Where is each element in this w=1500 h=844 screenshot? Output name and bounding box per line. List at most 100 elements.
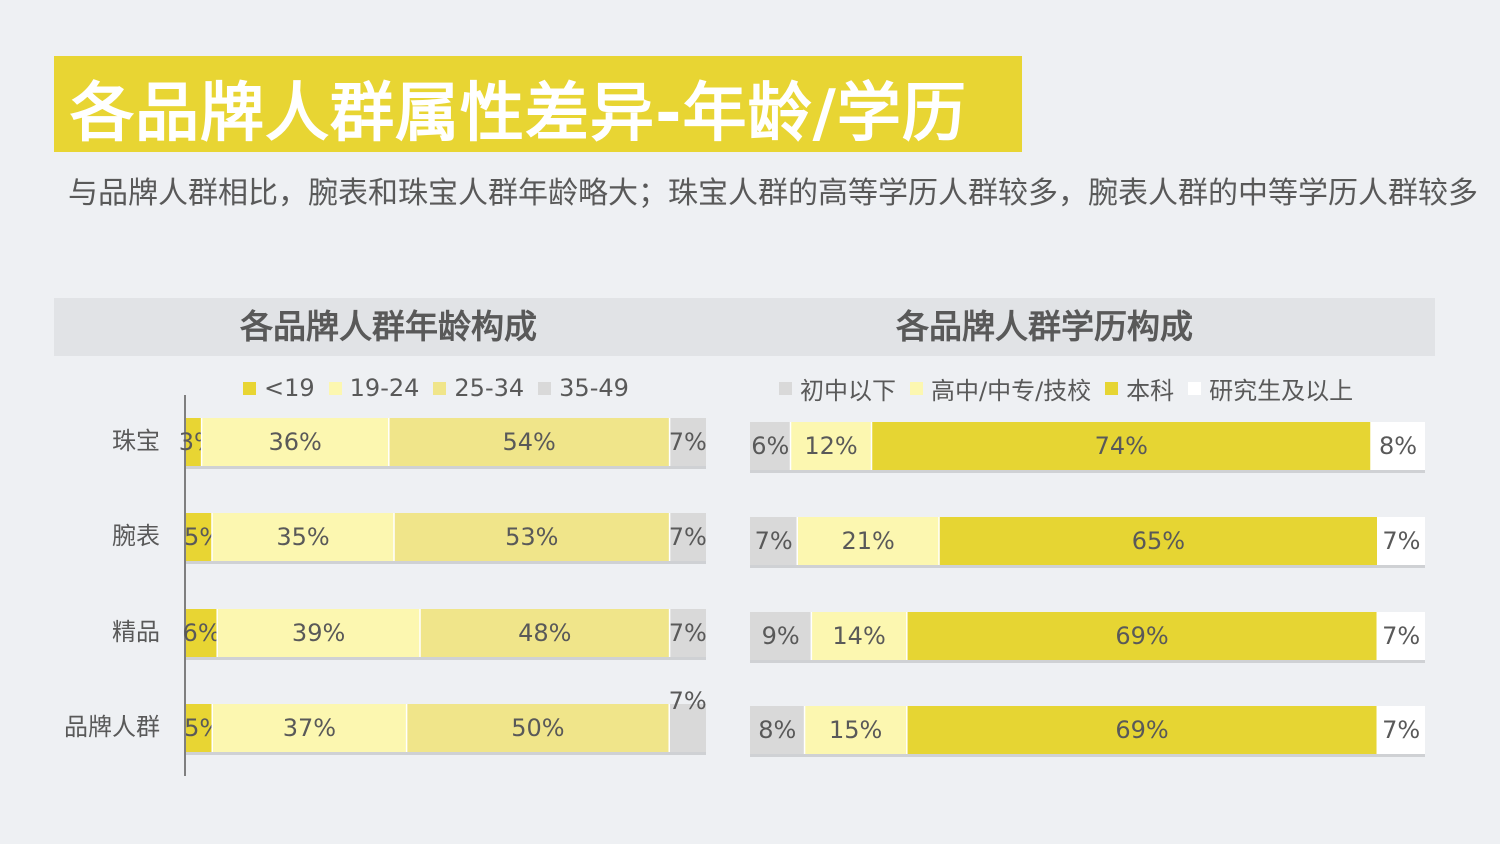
age-bar-segment: [669, 609, 706, 657]
category-label: 品牌人群: [64, 713, 160, 741]
age-bar-segment: [669, 704, 706, 752]
edu-data-label: 65%: [1132, 527, 1185, 555]
education-chart-legend: 初中以下 高中/中专/技校 本科 研究生及以上: [779, 371, 1367, 406]
edu-bar-segment: [906, 706, 1378, 754]
education-legend-swatch: [1105, 381, 1119, 395]
age-bar-baseline: [186, 657, 706, 660]
age-data-label: 7%: [669, 428, 707, 456]
age-data-label: 53%: [505, 523, 558, 551]
edu-bar-segment: [750, 612, 812, 660]
age-bar-segment: [420, 609, 670, 657]
chart-header-band: [54, 298, 1435, 356]
age-bar-baseline: [186, 466, 706, 469]
edu-bar-baseline: [750, 754, 1425, 757]
age-bar-baseline: [186, 752, 706, 755]
age-data-label: 7%: [669, 687, 707, 715]
age-data-label: 35%: [276, 523, 329, 551]
edu-bar-segment: [1377, 517, 1425, 565]
age-bar-baseline: [186, 561, 706, 564]
age-legend-label: 19-24: [349, 374, 420, 402]
age-bar-segment: [217, 609, 420, 657]
education-legend-label: 初中以下: [800, 376, 896, 405]
edu-data-label: 8%: [758, 716, 796, 744]
edu-bar-segment: [750, 706, 805, 754]
edu-data-label: 7%: [1382, 527, 1420, 555]
edu-data-label: 14%: [832, 622, 885, 650]
age-bar-segment: [186, 513, 212, 561]
age-bar-segment: [212, 513, 394, 561]
edu-data-label: 69%: [1115, 716, 1168, 744]
age-legend-swatch: [433, 381, 447, 395]
education-legend-swatch: [1188, 381, 1202, 395]
age-bar-segment: [388, 418, 670, 466]
age-bar-segment: [186, 704, 213, 752]
edu-bar-segment: [750, 517, 798, 565]
edu-data-label: 69%: [1115, 622, 1168, 650]
edu-data-label: 9%: [762, 622, 800, 650]
age-legend-item: 19-24: [328, 374, 420, 402]
edu-data-label: 12%: [804, 432, 857, 460]
education-legend-item: 本科: [1105, 371, 1174, 406]
age-bar-segment: [186, 418, 202, 466]
age-bar-segment: [669, 513, 706, 561]
age-data-label: 6%: [183, 619, 221, 647]
edu-data-label: 6%: [751, 432, 789, 460]
edu-chart: 6% 12% 74% 8% 7% 21% 65% 7% 9% 14% 69% 7% 8% 15% 69% 7%: [750, 422, 1425, 757]
education-legend-label: 高中/中专/技校: [931, 376, 1092, 405]
education-legend-item: 研究生及以上: [1188, 371, 1353, 406]
slide-subtitle: 与品牌人群相比，腕表和珠宝人群年龄略大；珠宝人群的高等学历人群较多，腕表人群的中…: [68, 176, 1478, 211]
edu-data-label: 7%: [1382, 716, 1420, 744]
age-legend-label: <19: [264, 374, 315, 402]
age-legend-label: 35-49: [559, 374, 629, 402]
edu-bar-baseline: [750, 660, 1425, 663]
age-legend-item: 35-49: [538, 374, 629, 402]
age-data-label: 7%: [669, 619, 707, 647]
edu-bar-segment: [871, 422, 1371, 470]
age-bar-segment: [406, 704, 670, 752]
education-legend-label: 研究生及以上: [1209, 376, 1354, 405]
age-legend-item: <19: [243, 374, 315, 402]
age-data-label: 54%: [503, 428, 556, 456]
edu-data-label: 15%: [829, 716, 882, 744]
age-legend-swatch: [538, 381, 552, 395]
edu-data-label: 8%: [1379, 432, 1417, 460]
edu-bar-segment: [811, 612, 907, 660]
age-legend-label: 25-34: [454, 374, 525, 402]
category-label: 珠宝: [112, 427, 160, 455]
edu-data-label: 21%: [841, 527, 894, 555]
age-data-label: 7%: [669, 523, 707, 551]
age-bar-segment: [212, 704, 407, 752]
age-legend-item: 25-34: [433, 374, 524, 402]
education-legend-item: 初中以下: [779, 371, 896, 406]
edu-bar-baseline: [750, 470, 1425, 473]
education-chart-title: 各品牌人群学历构成: [896, 307, 1193, 346]
edu-data-label: 7%: [755, 527, 793, 555]
age-legend-swatch: [243, 381, 256, 395]
edu-bar-segment: [1377, 612, 1425, 660]
edu-bar-segment: [1371, 422, 1425, 470]
edu-bar-segment: [1377, 706, 1425, 754]
age-chart: 3% 36% 54% 7%珠宝5% 35% 53% 7%腕表6% 39% 48% 7%精品5% 37…: [64, 395, 707, 776]
edu-bar-baseline: [750, 565, 1425, 568]
edu-data-label: 74%: [1095, 432, 1148, 460]
age-legend-swatch: [328, 381, 342, 395]
education-legend-item: 高中/中专/技校: [910, 371, 1091, 406]
education-legend-swatch: [910, 381, 923, 395]
age-data-label: 36%: [269, 428, 322, 456]
age-chart-title: 各品牌人群年龄构成: [240, 307, 537, 346]
edu-bar-segment: [906, 612, 1378, 660]
age-bar-segment: [186, 609, 218, 657]
title-band: 各品牌人群属性差异-年龄/学历: [54, 56, 1022, 152]
age-bar-segment: [394, 513, 670, 561]
age-data-label: 39%: [292, 619, 345, 647]
edu-data-label: 7%: [1382, 622, 1420, 650]
age-data-label: 50%: [511, 714, 564, 742]
education-legend-swatch: [779, 381, 792, 395]
age-data-label: 48%: [518, 619, 571, 647]
age-chart-legend: <19 19-24 25-34 35-49: [243, 372, 643, 404]
category-label: 精品: [112, 618, 160, 646]
edu-bar-segment: [804, 706, 907, 754]
education-legend-label: 本科: [1126, 376, 1175, 405]
